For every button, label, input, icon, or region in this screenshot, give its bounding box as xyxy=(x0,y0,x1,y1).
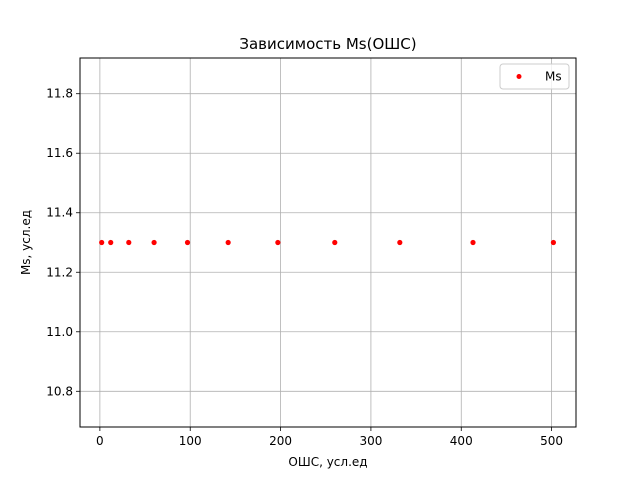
data-point xyxy=(332,239,338,246)
data-points xyxy=(99,239,557,246)
chart-title: Зависимость Ms(ОШС) xyxy=(239,35,416,53)
y-tick-label: 10.8 xyxy=(46,384,73,398)
ticks: 0 100 200 300 400 500 10.8 11.0 11.2 11.4 11.6 11.8 xyxy=(46,87,563,448)
plot-frame xyxy=(79,57,577,428)
legend-box xyxy=(499,63,570,90)
y-tick-label: 11.0 xyxy=(46,325,73,339)
x-tick-label: 100 xyxy=(179,434,202,448)
data-point xyxy=(225,239,231,246)
x-tick-label: 0 xyxy=(96,434,104,448)
x-tick-label: 400 xyxy=(450,434,473,448)
y-axis-label: Ms, усл.ед xyxy=(19,210,33,275)
y-tick-label: 11.2 xyxy=(46,265,73,279)
y-tick-label: 11.8 xyxy=(46,87,73,101)
data-point xyxy=(108,239,114,246)
data-point xyxy=(470,239,476,246)
y-tick-label: 11.6 xyxy=(46,146,73,160)
x-tick-label: 200 xyxy=(269,434,292,448)
legend: Ms xyxy=(499,63,570,90)
data-point xyxy=(184,239,191,246)
data-point xyxy=(126,239,132,246)
x-axis-label: ОШС, усл.ед xyxy=(288,455,367,469)
data-point xyxy=(397,239,403,246)
y-tick-label: 11.4 xyxy=(46,206,73,220)
grid xyxy=(80,58,576,427)
x-tick-label: 500 xyxy=(540,434,563,448)
data-point xyxy=(99,239,105,246)
x-tick-label: 300 xyxy=(359,434,382,448)
data-point xyxy=(151,239,157,246)
data-point xyxy=(275,239,281,246)
legend-marker xyxy=(516,74,522,79)
legend-label-ms: Ms xyxy=(545,70,562,84)
data-point xyxy=(550,239,557,246)
